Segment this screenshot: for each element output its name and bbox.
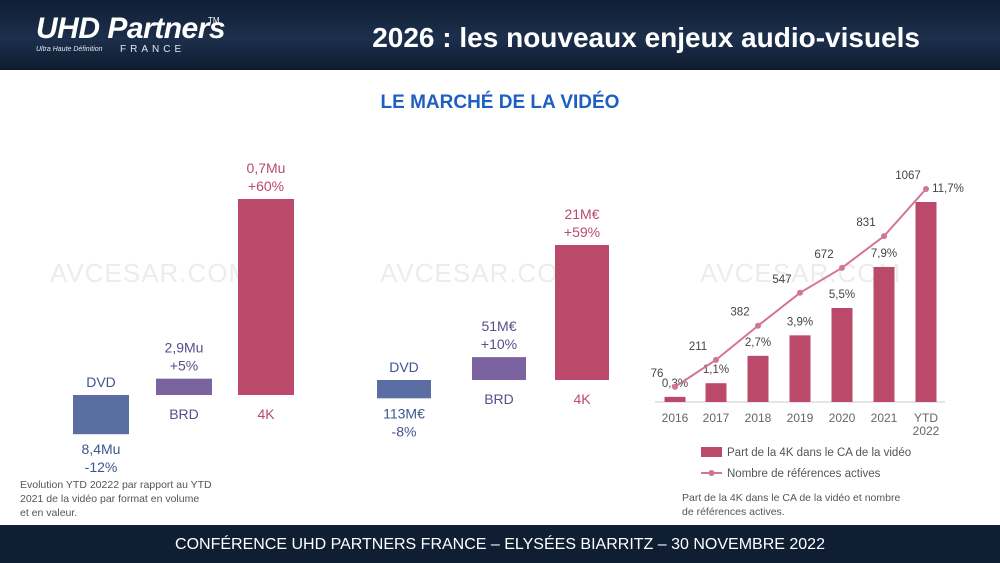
share-bar xyxy=(747,355,769,402)
x-tick-label: 2016 xyxy=(662,411,689,425)
left-note: Evolution YTD 20222 par rapport au YTD 2… xyxy=(20,478,212,520)
references-point xyxy=(713,356,719,363)
x-tick-label: 2021 xyxy=(871,411,898,425)
references-label: 831 xyxy=(856,217,875,229)
right-note: Part de la 4K dans le CA de la vidéo et … xyxy=(682,491,900,519)
value-value-label: 51M€ xyxy=(481,318,516,334)
right-note-line: Part de la 4K dans le CA de la vidéo et … xyxy=(682,492,901,504)
legend-line-label: Nombre de références actives xyxy=(727,468,881,480)
share-bar xyxy=(705,383,727,402)
references-label: 382 xyxy=(730,307,749,319)
value-category-label: BRD xyxy=(484,391,514,407)
volume-change-label: +60% xyxy=(248,178,284,194)
value-bar-4k xyxy=(555,245,609,380)
x-tick-label: 2017 xyxy=(703,411,730,425)
header-bar: UHD Partners TM Ultra Haute Définition F… xyxy=(0,0,1000,70)
x-tick-label: 2022 xyxy=(913,424,940,438)
footer-text: CONFÉRENCE UHD PARTNERS FRANCE – ELYSÉES… xyxy=(175,536,825,553)
volume-value-label: 0,7Mu xyxy=(247,160,286,176)
share-bar xyxy=(664,396,686,402)
logo-trademark: TM xyxy=(208,16,220,25)
value-category-label: DVD xyxy=(389,359,419,375)
volume-category-label: DVD xyxy=(86,374,116,390)
share-label: 1,1% xyxy=(703,364,729,376)
left-note-line: et en valeur. xyxy=(20,507,78,519)
share-bar xyxy=(873,266,895,402)
references-label: 1067 xyxy=(895,170,921,182)
volume-category-label: 4K xyxy=(257,406,275,422)
share-label: 7,9% xyxy=(871,248,897,260)
volume-value-label: 8,4Mu xyxy=(82,441,121,457)
references-point xyxy=(755,322,761,329)
value-value-label: 113M€ xyxy=(383,405,425,421)
references-point xyxy=(672,383,678,390)
volume-change-label: -12% xyxy=(85,459,118,475)
volume-bar-dvd xyxy=(73,395,129,435)
references-point xyxy=(797,289,803,296)
share-bar xyxy=(915,202,937,402)
legend-line-marker xyxy=(708,470,715,476)
right-note-line: de références actives. xyxy=(682,506,785,518)
references-point xyxy=(923,186,929,192)
watermark: AVCESAR.COM xyxy=(380,258,582,288)
value-value-label: 21M€ xyxy=(564,206,599,222)
value-change-label: +59% xyxy=(564,224,600,240)
volume-category-label: BRD xyxy=(169,406,199,422)
references-point xyxy=(839,264,845,271)
watermark: AVCESAR.COM xyxy=(50,258,252,288)
references-label: 211 xyxy=(689,341,707,353)
value-bar-dvd xyxy=(377,380,431,399)
watermark: AVCESAR.COM xyxy=(700,258,902,288)
share-bar xyxy=(831,307,853,402)
references-label: 547 xyxy=(772,274,791,286)
share-label: 5,5% xyxy=(829,289,855,301)
logo: UHD Partners xyxy=(36,12,226,45)
volume-change-label: +5% xyxy=(170,358,198,374)
references-label: 76 xyxy=(651,368,664,380)
volume-bar-4k xyxy=(238,199,294,395)
references-label: 672 xyxy=(814,249,833,261)
section-title: LE MARCHÉ DE LA VIDÉO xyxy=(380,92,620,113)
x-tick-label: YTD xyxy=(914,411,938,425)
value-change-label: -8% xyxy=(392,423,417,439)
share-label: 11,7% xyxy=(932,183,964,195)
left-note-line: 2021 de la vidéo par format en volume xyxy=(20,493,200,505)
logo-subtitle: Ultra Haute Définition xyxy=(36,46,103,53)
volume-value-label: 2,9Mu xyxy=(165,340,204,356)
value-bar-brd xyxy=(472,357,526,380)
left-note-line: Evolution YTD 20222 par rapport au YTD xyxy=(20,479,212,491)
x-tick-label: 2019 xyxy=(787,411,814,425)
share-label: 2,7% xyxy=(745,337,771,349)
footer-bar: CONFÉRENCE UHD PARTNERS FRANCE – ELYSÉES… xyxy=(0,525,1000,563)
logo-country: FRANCE xyxy=(120,44,186,55)
references-point xyxy=(881,233,887,240)
x-tick-label: 2018 xyxy=(745,411,772,425)
volume-bar-brd xyxy=(156,378,212,395)
page-title: 2026 : les nouveaux enjeux audio-visuels xyxy=(372,22,920,53)
share-label: 3,9% xyxy=(787,316,813,328)
legend-bar-swatch xyxy=(701,447,722,457)
legend-bar-label: Part de la 4K dans le CA de la vidéo xyxy=(727,447,911,459)
value-change-label: +10% xyxy=(481,336,517,352)
x-tick-label: 2020 xyxy=(829,411,856,425)
value-category-label: 4K xyxy=(573,391,591,407)
share-bar xyxy=(789,335,811,402)
